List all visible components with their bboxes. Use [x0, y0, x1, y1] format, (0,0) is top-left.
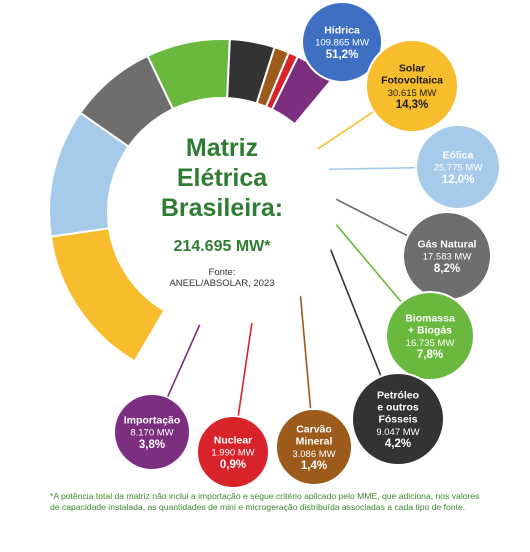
bubble-biomassa-biogas: [385, 291, 475, 381]
footnote: *A potência total da matriz não inclui a…: [50, 491, 480, 512]
label-eolica-mw: 25.775 MW: [434, 163, 483, 174]
label-solar-fotovoltaica-percent: 14,3%: [396, 99, 429, 111]
label-gas-natural-mw: 17.583 MW: [423, 252, 472, 263]
chart-total: 214.695 MW*: [174, 238, 272, 255]
label-nuclear-percent: 0,9%: [220, 459, 246, 471]
label-petroleo-e-outros-fosseis-mw: 9.047 MW: [376, 427, 419, 438]
bubble-hidrica: [301, 1, 383, 83]
label-solar-fotovoltaica-mw: 30.615 MW: [388, 88, 437, 99]
label-biomassa-biogas-name: + Biogás: [408, 325, 452, 337]
label-gas-natural-name: Gás Natural: [418, 239, 477, 251]
donut-hole: [107, 97, 337, 327]
bubble-solar-fotovoltaica: [365, 39, 459, 133]
bubble-eolica: [415, 124, 501, 210]
label-gas-natural-percent: 8,2%: [434, 263, 460, 275]
chart-source: ANEEL/ABSOLAR, 2023: [169, 278, 274, 289]
label-biomassa-biogas-percent: 7,8%: [417, 349, 443, 361]
label-importacao-percent: 3,8%: [139, 439, 165, 451]
chart-title-line: Elétrica: [177, 164, 268, 192]
label-biomassa-biogas-name: Biomassa: [405, 312, 455, 324]
bubble-nuclear: [196, 415, 270, 489]
label-petroleo-e-outros-fosseis-name: Petróleo: [377, 389, 419, 401]
chart-source: Fonte:: [209, 267, 236, 278]
label-carvao-mineral-mw: 3.086 MW: [292, 449, 335, 460]
label-petroleo-e-outros-fosseis-name: e outros: [377, 402, 419, 414]
label-hidrica-percent: 51,2%: [326, 49, 359, 61]
chart-title-line: Matriz: [186, 134, 258, 162]
bubble-carvao-mineral: [275, 408, 353, 486]
label-eolica-percent: 12,0%: [442, 174, 475, 186]
label-petroleo-e-outros-fosseis-percent: 4,2%: [385, 438, 411, 450]
label-solar-fotovoltaica-name: Fotovoltaica: [381, 75, 443, 87]
label-hidrica-mw: 109.865 MW: [315, 38, 369, 49]
label-importacao-name: Importação: [124, 415, 181, 427]
bubble-petroleo-e-outros-fosseis: [351, 372, 445, 466]
chart-title-line: Brasileira:: [161, 194, 283, 222]
label-biomassa-biogas-mw: 16.735 MW: [406, 338, 455, 349]
label-solar-fotovoltaica-name: Solar: [399, 62, 425, 74]
label-importacao-mw: 8.170 MW: [130, 428, 173, 439]
label-nuclear-mw: 1.990 MW: [211, 448, 254, 459]
bubble-importacao: [113, 393, 191, 471]
label-nuclear-name: Nuclear: [214, 435, 253, 447]
label-carvao-mineral-name: Carvão: [296, 423, 332, 435]
label-carvao-mineral-percent: 1,4%: [301, 460, 327, 472]
label-petroleo-e-outros-fosseis-name: Fósseis: [378, 414, 417, 426]
label-hidrica-name: Hídrica: [324, 25, 360, 37]
label-carvao-mineral-name: Mineral: [296, 436, 333, 448]
label-eolica-name: Eólica: [443, 150, 474, 162]
